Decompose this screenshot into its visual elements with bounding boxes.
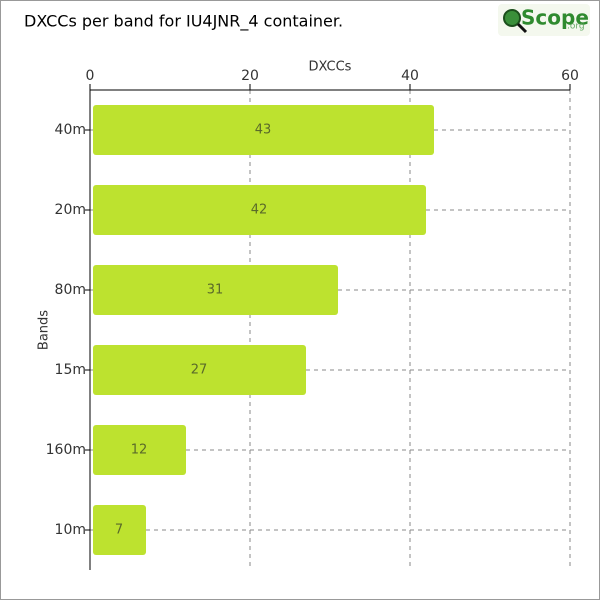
logo: Scope .org — [498, 4, 590, 36]
logo-icon — [503, 9, 521, 27]
bar — [93, 185, 426, 235]
x-tick-label: 40 — [401, 68, 419, 84]
bar — [93, 425, 186, 475]
value-label: 43 — [255, 123, 272, 138]
value-label: 7 — [115, 523, 123, 538]
bar — [93, 105, 434, 155]
logo-text: Scope — [521, 6, 589, 30]
x-tick-label: 60 — [561, 68, 579, 84]
bar — [93, 505, 146, 555]
y-axis-label: Bands — [37, 310, 52, 350]
value-label: 12 — [131, 443, 148, 458]
chart-title: DXCCs per band for IU4JNR_4 container. — [24, 12, 343, 32]
logo-handle — [516, 22, 528, 34]
bar — [93, 345, 306, 395]
bar — [93, 265, 338, 315]
y-tick-label: 20m — [55, 202, 86, 218]
y-tick-label: 40m — [55, 122, 86, 138]
y-tick-label: 10m — [55, 522, 86, 538]
y-tick-label: 160m — [46, 442, 86, 458]
value-label: 42 — [251, 203, 268, 218]
value-label: 31 — [207, 283, 224, 298]
value-label: 27 — [191, 363, 208, 378]
x-tick-label: 0 — [86, 68, 95, 84]
x-tick-label: 20 — [241, 68, 259, 84]
x-axis-label: DXCCs — [309, 60, 352, 75]
logo-suffix: .org — [567, 22, 585, 32]
y-tick-label: 80m — [55, 282, 86, 298]
y-tick-label: 15m — [55, 362, 86, 378]
